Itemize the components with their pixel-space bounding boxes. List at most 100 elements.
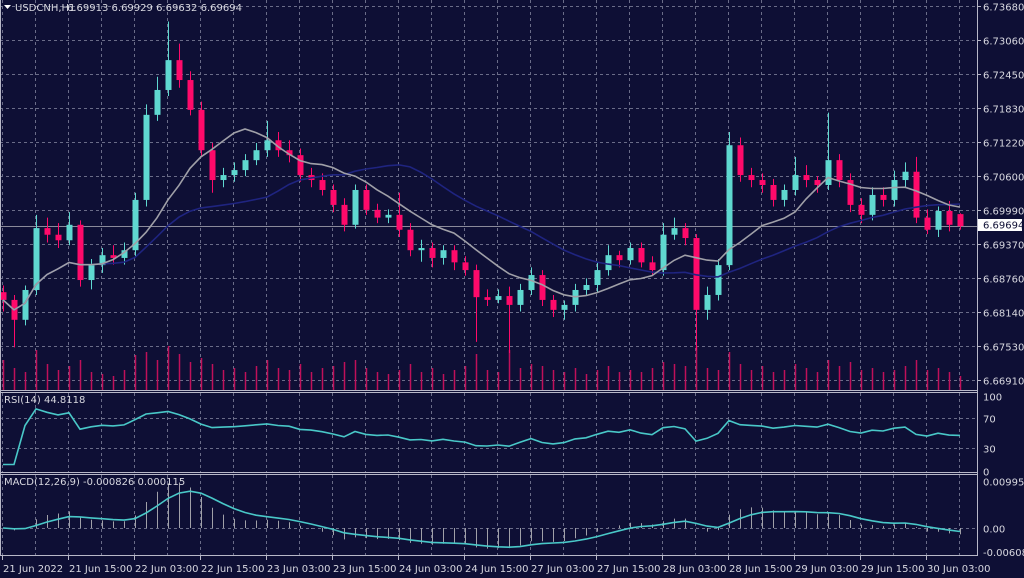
macd-signal-line	[2, 490, 961, 549]
time-tick-label: 22 Jun 03:00	[135, 564, 199, 575]
candle-body	[66, 224, 73, 241]
candle-body	[407, 229, 414, 251]
candle-body	[770, 185, 777, 200]
candle	[495, 289, 502, 304]
candle-body	[187, 80, 194, 110]
candle-body	[891, 180, 898, 200]
time-tick-label: 28 Jun 15:00	[729, 564, 793, 575]
candle	[297, 148, 304, 182]
triangle-down-icon[interactable]	[4, 5, 11, 9]
candle	[605, 245, 612, 276]
candle-body	[264, 140, 271, 151]
time-tick-label: 30 Jun 03:00	[927, 564, 991, 575]
candle-body	[297, 155, 304, 176]
candle-body	[374, 209, 381, 218]
candle-body	[704, 294, 711, 310]
candle	[187, 71, 194, 116]
candle-body	[220, 175, 227, 181]
rsi-line	[3, 407, 961, 466]
time-tick-label: 21 Jun 2022	[3, 564, 63, 575]
candle-body	[506, 296, 513, 305]
candle-body	[363, 189, 370, 210]
candle-body	[561, 304, 568, 310]
candle-body	[759, 180, 766, 186]
current-price-value: 6.69694	[983, 221, 1024, 232]
candle	[957, 213, 964, 230]
candle	[627, 242, 634, 265]
ohlc-values: 6.69913 6.69929 6.69632 6.69694	[67, 3, 242, 14]
candle	[561, 300, 568, 320]
candle	[539, 270, 546, 306]
time-tick-label: 29 Jun 03:00	[795, 564, 859, 575]
candle	[429, 242, 436, 268]
candle-body	[440, 250, 447, 258]
candle-body	[99, 255, 106, 266]
candle-body	[869, 194, 876, 215]
price-tick-label: 6.66910	[983, 377, 1024, 388]
candle	[110, 245, 117, 265]
candle	[407, 223, 414, 257]
candle-body	[451, 250, 458, 263]
candle-body	[275, 140, 282, 151]
candle-body	[242, 160, 249, 171]
candles	[0, 21, 964, 353]
time-tick-label: 23 Jun 03:00	[267, 564, 331, 575]
candle-body	[814, 180, 821, 186]
candle	[715, 259, 722, 301]
time-tick-label: 23 Jun 15:00	[333, 564, 397, 575]
candle	[363, 184, 370, 215]
rsi-tick-label: 70	[983, 415, 996, 426]
candle-body	[682, 228, 689, 239]
candle	[462, 256, 469, 276]
candle-body	[33, 228, 40, 290]
rsi-label: RSI(14)	[4, 395, 41, 406]
candle	[66, 212, 73, 246]
candle	[924, 209, 931, 235]
rsi-tick-label: 0	[983, 468, 989, 479]
candle-body	[154, 89, 161, 115]
candle-body	[594, 270, 601, 286]
candle-body	[715, 265, 722, 295]
candle-body	[341, 204, 348, 225]
candle-body	[781, 189, 788, 200]
candle	[385, 209, 392, 224]
candle-body	[209, 150, 216, 181]
candle-body	[473, 270, 480, 298]
candle-body	[671, 228, 678, 235]
candle-body	[231, 170, 238, 176]
candle	[319, 173, 326, 196]
candle	[671, 217, 678, 240]
candle	[803, 165, 810, 188]
candle	[154, 76, 161, 121]
candle	[770, 178, 777, 207]
macd-tick-label: 0.009956	[983, 478, 1024, 489]
candle-body	[121, 250, 128, 258]
candle	[946, 201, 953, 232]
candle	[396, 192, 403, 237]
candle-body	[352, 189, 359, 225]
candle	[209, 143, 216, 193]
candle-body	[319, 180, 326, 190]
price-tick-label: 6.68760	[983, 275, 1024, 286]
candle-body	[418, 247, 425, 251]
candle-body	[198, 109, 205, 151]
candle-body	[902, 171, 909, 181]
time-tick-label: 24 Jun 03:00	[399, 564, 463, 575]
candle	[792, 156, 799, 196]
candle-body	[726, 145, 733, 266]
candle	[374, 203, 381, 224]
candle-body	[583, 285, 590, 290]
candle-body	[462, 262, 469, 271]
price-tick-label: 6.71830	[983, 105, 1024, 116]
candle-body	[616, 255, 623, 261]
candle	[902, 162, 909, 188]
time-tick-label: 28 Jun 03:00	[663, 564, 727, 575]
price-tick-label: 6.70600	[983, 173, 1024, 184]
candle	[616, 250, 623, 268]
rsi-tick-label: 30	[983, 445, 996, 456]
candle	[143, 104, 150, 207]
candle	[0, 285, 7, 312]
candle	[517, 283, 524, 312]
